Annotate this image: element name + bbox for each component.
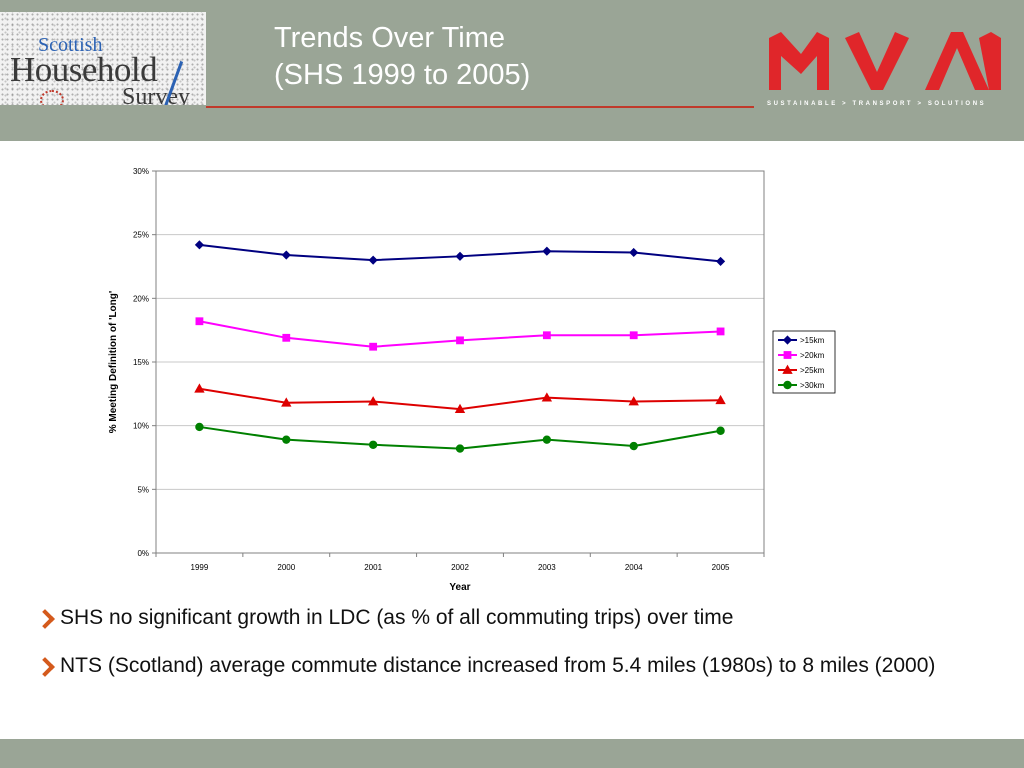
logo-swirl: [40, 90, 64, 105]
legend-marker: [783, 351, 792, 359]
y-tick-label: 0%: [137, 549, 149, 558]
data-point: [367, 396, 379, 406]
data-point: [542, 246, 552, 256]
legend-label: >25km: [800, 366, 825, 375]
legend-item: >15km: [778, 335, 825, 345]
logo-word-household: Household: [10, 50, 158, 89]
series-15km-group: [194, 240, 726, 266]
y-tick-label: 20%: [133, 294, 149, 303]
logo-word-scottish: Scottish: [38, 34, 103, 56]
slide-title: Trends Over Time (SHS 1999 to 2005): [274, 20, 530, 94]
data-point: [368, 440, 378, 449]
bullet-text-2: NTS (Scotland) average commute distance …: [60, 654, 936, 677]
line-chart: 0% 5% 10% 15% 20% 25% 30% 1999 2000 2001 2002 2003…: [100, 160, 860, 600]
legend-item: >25km: [778, 364, 825, 375]
data-point: [629, 247, 639, 258]
data-point: [368, 255, 378, 265]
data-point: [455, 251, 465, 261]
slide-title-line2: (SHS 1999 to 2005): [274, 59, 531, 91]
data-point: [716, 426, 725, 435]
data-point: [194, 383, 205, 393]
y-tick-label: 15%: [133, 358, 149, 367]
legend-marker: [783, 380, 792, 390]
x-tick-label: 2002: [451, 563, 469, 572]
chart-svg: 0% 5% 10% 15% 20% 25% 30% 1999 2000 2001 2002 2003…: [108, 167, 836, 593]
legend-label: >15km: [800, 336, 825, 345]
data-point: [281, 250, 291, 260]
mva-logo: [769, 32, 1001, 90]
data-point: [542, 435, 552, 444]
data-point: [282, 333, 291, 342]
data-point: [716, 256, 726, 266]
data-point: [195, 317, 204, 326]
legend-box: [772, 330, 836, 394]
plot-area: [155, 170, 765, 554]
scottish-household-survey-logo: Scottish Household Survey: [0, 12, 206, 105]
y-axis-title: % Meeting Definition of 'Long': [108, 291, 119, 434]
y-tick-label: 10%: [133, 422, 149, 431]
y-tick-label: 5%: [137, 485, 149, 494]
bullet-point-1: SHS no significant growth in LDC (as % o…: [35, 600, 970, 636]
x-axis-ticks: [155, 553, 765, 557]
data-point: [629, 441, 638, 451]
y-axis-tick-labels: 0% 5% 10% 15% 20% 25% 30%: [133, 167, 149, 558]
x-axis-title: Year: [449, 582, 470, 593]
data-point: [629, 331, 638, 340]
y-tick-label: 25%: [133, 231, 149, 240]
series-layer: [194, 240, 726, 453]
data-point: [715, 394, 726, 405]
x-tick-label: 2005: [712, 563, 730, 572]
slide-title-line1: Trends Over Time: [274, 22, 505, 54]
data-point: [282, 435, 291, 444]
x-tick-label: 2001: [364, 563, 382, 572]
data-point: [456, 336, 464, 345]
data-point: [454, 403, 466, 414]
x-tick-label: 2000: [277, 563, 295, 572]
chart-legend: >15km >20km >25km >30km: [772, 330, 836, 394]
data-point: [541, 392, 553, 402]
header-band: Scottish Household Survey Trends Over Ti…: [0, 0, 1024, 141]
legend-item: >30km: [778, 380, 825, 390]
logo-word-survey: Survey: [122, 84, 190, 105]
data-point: [369, 342, 378, 351]
data-point: [628, 396, 639, 406]
mva-tagline: SUSTAINABLE > TRANSPORT > SOLUTIONS: [767, 101, 987, 107]
series-20km-group: [195, 317, 725, 351]
data-point: [195, 422, 204, 432]
x-tick-label: 2004: [625, 563, 643, 572]
y-gridlines: [152, 170, 764, 554]
y-tick-label: 30%: [133, 167, 149, 176]
x-axis-tick-labels: 1999 2000 2001 2002 2003 2004 2005: [191, 563, 730, 572]
series-30km-group: [195, 422, 725, 453]
legend-label: >30km: [800, 381, 825, 390]
legend-marker: [782, 335, 793, 345]
x-tick-label: 1999: [191, 563, 209, 572]
legend-marker: [782, 364, 793, 374]
x-tick-label: 2003: [538, 563, 556, 572]
bullet-point-2: NTS (Scotland) average commute distance …: [35, 648, 970, 684]
series-25km-group: [194, 383, 726, 414]
data-point: [281, 397, 292, 407]
data-point: [455, 444, 465, 453]
header-divider: [206, 106, 754, 108]
legend-item: >20km: [778, 351, 825, 360]
footer-band: [0, 739, 1024, 768]
data-point: [194, 240, 204, 250]
bullet-text-1: SHS no significant growth in LDC (as % o…: [60, 606, 734, 629]
data-point: [716, 327, 725, 336]
data-point: [542, 331, 551, 340]
legend-label: >20km: [800, 351, 825, 360]
